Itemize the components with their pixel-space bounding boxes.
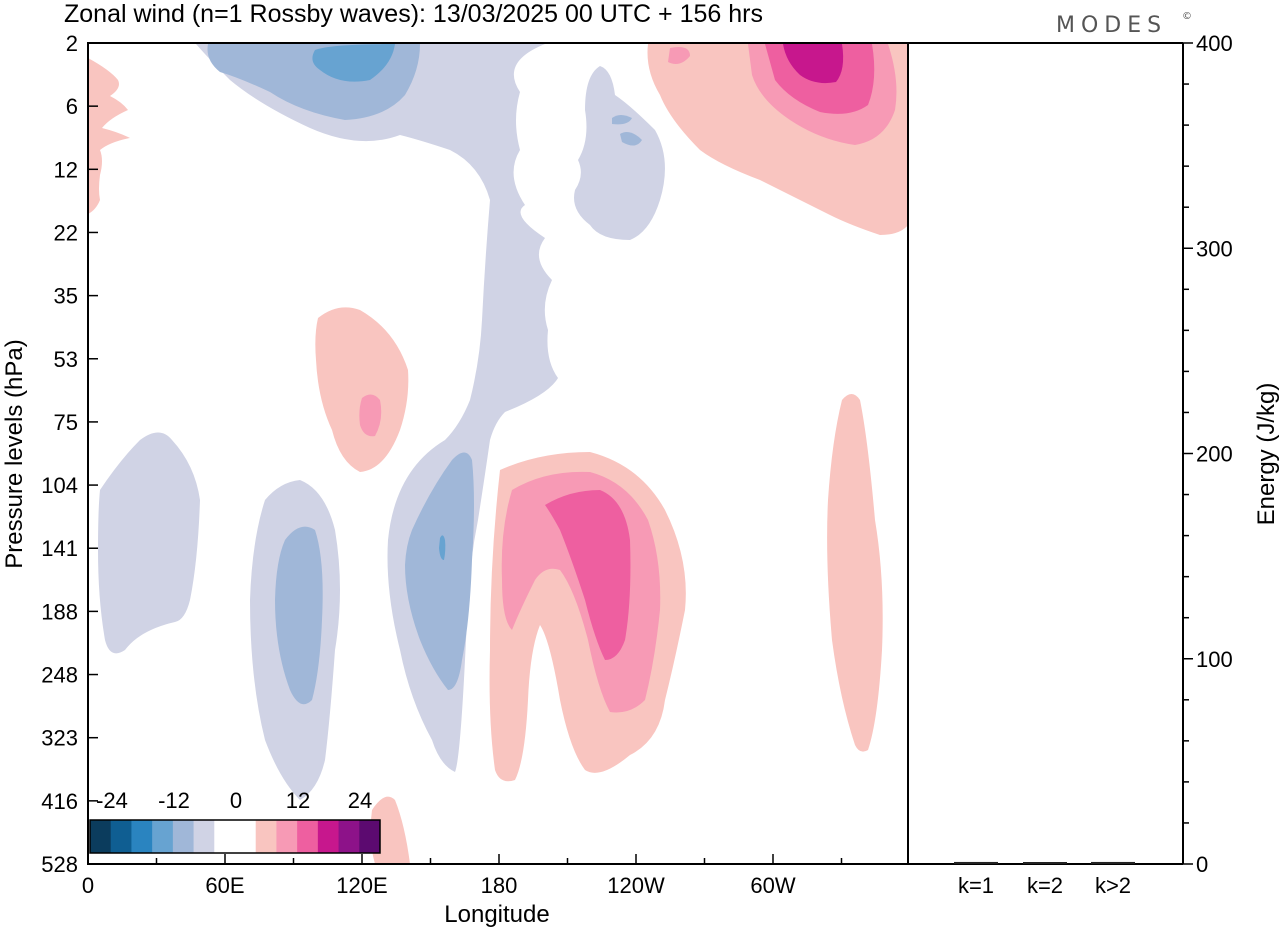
colorbar-frame [89, 819, 381, 854]
chart-title: Zonal wind (n=1 Rossby waves): 13/03/202… [64, 0, 763, 28]
energy-bar [954, 861, 998, 864]
energy-bar [1091, 861, 1135, 864]
contour-neg-center [405, 452, 474, 690]
colorbar-swatch [193, 820, 215, 853]
colorbar-swatch [235, 820, 257, 853]
energy-bar-label: k=1 [958, 873, 994, 898]
x-tick-label: 60E [205, 873, 244, 898]
energy-bars: k=1 k=2 k>2 [954, 861, 1135, 898]
colorbar-swatch [90, 820, 112, 853]
colorbar-swatch [110, 820, 132, 853]
y-tick-label: 75 [54, 410, 78, 435]
colorbar-swatch [131, 820, 153, 853]
y-tick-label: 416 [41, 789, 78, 814]
energy-tick-label: 400 [1196, 31, 1233, 56]
contour-pos-mid-left-core [359, 394, 382, 437]
colorbar-label: 0 [230, 788, 242, 813]
y-axis-label: Pressure levels (hPa) [1, 339, 28, 568]
contour-neg-center-core [439, 535, 446, 560]
y-tick-label: 528 [41, 852, 78, 877]
energy-axis-label: Energy (J/kg) [1253, 383, 1280, 526]
energy-axis: 0 100 200 300 400 [1183, 31, 1233, 877]
colorbar-swatch [338, 820, 360, 853]
contour-neg-mid-core [275, 526, 323, 705]
y-tick-label: 323 [41, 726, 78, 751]
brand-logo: MODES [1056, 13, 1167, 38]
energy-tick-label: 200 [1196, 442, 1233, 467]
y-tick-label: 53 [54, 347, 78, 372]
y-tick-label: 104 [41, 473, 78, 498]
colorbar-label: 12 [286, 788, 310, 813]
brand-mark: © [1182, 11, 1192, 22]
x-tick-label: 60W [750, 873, 795, 898]
energy-tick-label: 300 [1196, 236, 1233, 261]
colorbar-swatch [152, 820, 174, 853]
energy-tick-label: 100 [1196, 647, 1233, 672]
contour-neg-left [98, 432, 200, 654]
x-axis: 0 60E 120E 180 120W 60W [82, 854, 843, 898]
energy-bar [1023, 862, 1067, 864]
colorbar: -24 -12 0 12 24 [89, 788, 381, 854]
contour-field [88, 44, 908, 864]
contour-pos-right [827, 394, 883, 752]
x-tick-label: 0 [82, 873, 94, 898]
y-tick-label: 248 [41, 663, 78, 688]
x-tick-label: 120W [607, 873, 665, 898]
y-tick-label: 22 [54, 220, 78, 245]
colorbar-swatch [297, 820, 319, 853]
colorbar-label: 24 [348, 788, 372, 813]
main-plot-frame [87, 42, 909, 865]
y-tick-label: 6 [66, 94, 78, 119]
contour-neg-upper-dark [312, 44, 395, 82]
energy-bar-label: k>2 [1095, 873, 1131, 898]
y-tick-label: 2 [66, 31, 78, 56]
contour-pos-center-strong [545, 490, 631, 660]
contour-pos-upper-tiny [668, 47, 690, 64]
energy-bar-label: k=2 [1027, 873, 1063, 898]
colorbar-label: -24 [96, 788, 128, 813]
y-tick-label: 12 [54, 157, 78, 182]
y-tick-label: 141 [41, 536, 78, 561]
y-tick-label: 35 [54, 284, 78, 309]
x-tick-label: 180 [481, 873, 518, 898]
y-tick-label: 188 [41, 599, 78, 624]
x-axis-label: Longitude [444, 901, 549, 928]
colorbar-swatch [359, 820, 381, 853]
contour-neg-small-1 [612, 115, 632, 125]
contour-pos-left-edge [88, 58, 130, 214]
colorbar-swatch [214, 820, 236, 853]
contour-pos-mid-left [315, 307, 409, 472]
y-axis: 2 6 12 22 35 53 75 104 141 188 248 323 416 528 [41, 31, 98, 877]
contour-pos-upper-deep [783, 44, 844, 84]
colorbar-swatch [276, 820, 298, 853]
colorbar-label: -12 [158, 788, 190, 813]
colorbar-swatch [172, 820, 195, 853]
contour-neg-upper-right [574, 66, 665, 240]
x-tick-label: 120E [336, 873, 387, 898]
colorbar-swatch [317, 820, 340, 853]
colorbar-swatch [255, 820, 277, 853]
energy-tick-label: 0 [1196, 852, 1208, 877]
contour-neg-small-2 [620, 132, 642, 146]
